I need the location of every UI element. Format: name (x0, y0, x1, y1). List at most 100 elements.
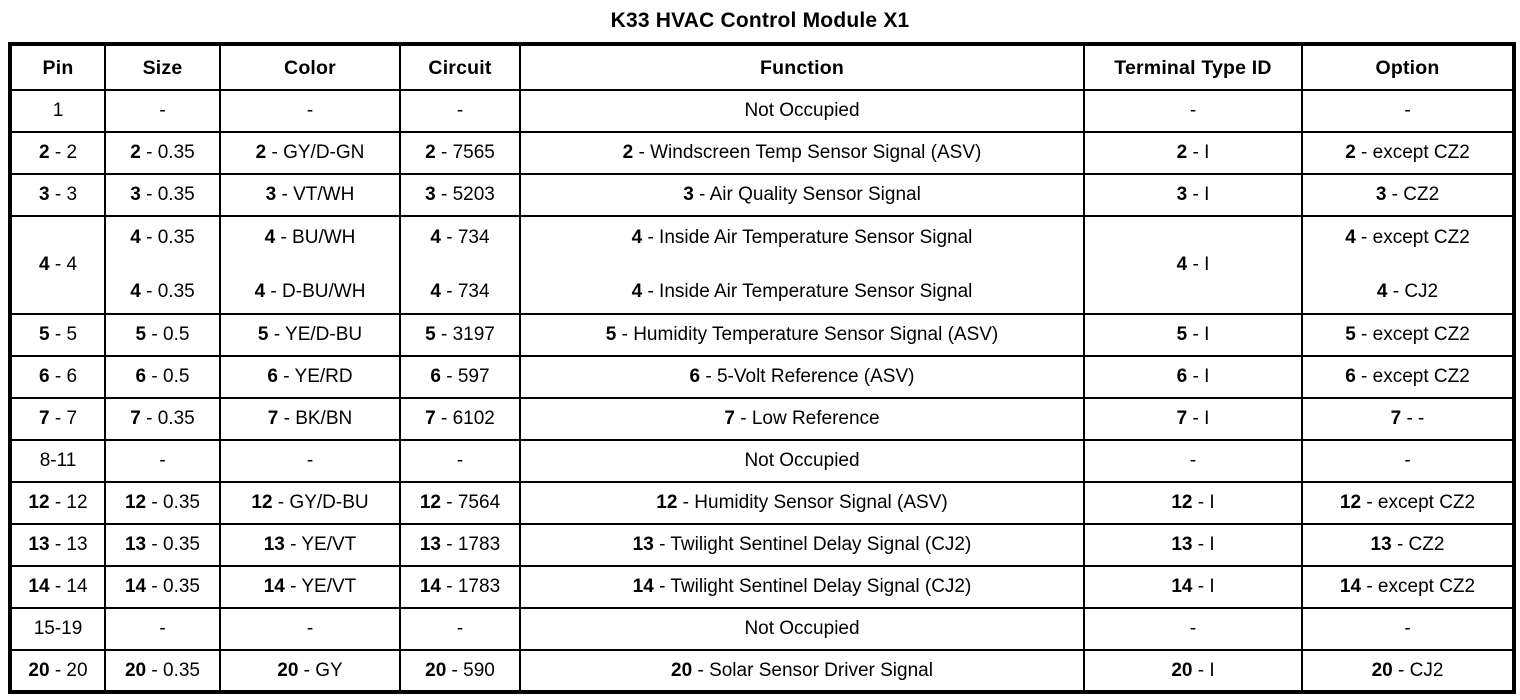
cell-text: 13 - CZ2 (1370, 534, 1445, 555)
cell-text: 20 - 590 (425, 659, 495, 681)
cell-text: 4 - 4 (38, 254, 78, 275)
cell-terminal-type-id: 20 - I (1083, 649, 1303, 693)
cell-text: 12 - 0.35 (124, 492, 200, 513)
cell-text: - (1189, 100, 1197, 121)
cell-text: 7 - Low Reference (724, 408, 880, 429)
cell-size: 3 - 0.35 (104, 173, 221, 217)
table-row: 1 - - - Not Occupied - - (9, 89, 1515, 133)
cell-double-lines: 4 - except CZ2 4 - CJ2 (1304, 218, 1512, 312)
cell-double-lines: 4 - Inside Air Temperature Sensor Signal… (522, 218, 1082, 312)
cell-text: 6 - except CZ2 (1345, 366, 1470, 387)
page-title: K33 HVAC Control Module X1 (610, 9, 910, 32)
cell-text: 5 - YE/D-BU (257, 324, 363, 345)
cell-terminal-type-id: - (1083, 89, 1303, 133)
cell-text: 12 - I (1171, 492, 1215, 513)
cell-option: 4 - except CZ2 4 - CJ2 (1301, 215, 1515, 315)
cell-text: 20 - 20 (28, 659, 88, 681)
cell-function: Not Occupied (519, 439, 1085, 483)
cell-text: 2 - GY/D-GN (255, 142, 365, 163)
cell-text: 14 - YE/VT (263, 576, 357, 597)
cell-color: 2 - GY/D-GN (219, 131, 401, 175)
cell-line-bottom: 4 - D-BU/WH (254, 281, 366, 302)
cell-text: Not Occupied (744, 450, 860, 471)
cell-function: 7 - Low Reference (519, 397, 1085, 441)
cell-text: - (456, 450, 464, 471)
cell-circuit: - (399, 439, 521, 483)
cell-pin: 6 - 6 (9, 355, 106, 399)
cell-text: 6 - 597 (430, 366, 490, 387)
table-row: 8-11 - - - Not Occupied - - (9, 439, 1515, 483)
cell-size: 7 - 0.35 (104, 397, 221, 441)
cell-text: 12 - except CZ2 (1339, 492, 1476, 513)
cell-circuit: 7 - 6102 (399, 397, 521, 441)
cell-function: 12 - Humidity Sensor Signal (ASV) (519, 481, 1085, 525)
cell-color: 20 - GY (219, 649, 401, 693)
header-row: Pin Size Color Circuit Function Terminal Type… (9, 43, 1515, 91)
cell-color: 7 - BK/BN (219, 397, 401, 441)
cell-function: 14 - Twilight Sentinel Delay Signal (CJ2… (519, 565, 1085, 609)
cell-pin: 15-19 (9, 607, 106, 651)
cell-text: 4 - I (1176, 254, 1210, 275)
table-header: Pin Size Color Circuit Function Terminal Type… (9, 43, 1515, 91)
cell-text: - (456, 618, 464, 639)
cell-text: 3 - CZ2 (1375, 184, 1440, 205)
cell-text: 2 - except CZ2 (1345, 142, 1470, 163)
cell-text: - (456, 100, 464, 121)
cell-color: - (219, 439, 401, 483)
cell-text: 7 - 7 (38, 408, 78, 429)
cell-pin: 20 - 20 (9, 649, 106, 693)
cell-line-bottom: 4 - 0.35 (130, 281, 195, 302)
cell-text: 13 - 0.35 (124, 534, 200, 555)
cell-pin: 7 - 7 (9, 397, 106, 441)
cell-pin: 12 - 12 (9, 481, 106, 525)
cell-terminal-type-id: 14 - I (1083, 565, 1303, 609)
table-row: 5 - 5 5 - 0.5 5 - YE/D-BU 5 - 3197 5 - Humid… (9, 313, 1515, 357)
cell-circuit: 2 - 7565 (399, 131, 521, 175)
cell-text: 5 - Humidity Temperature Sensor Signal (… (605, 324, 999, 345)
column-header-function: Function (519, 43, 1085, 91)
cell-size: 20 - 0.35 (104, 649, 221, 693)
cell-function: 20 - Solar Sensor Driver Signal (519, 649, 1085, 693)
table-row: 13 - 13 13 - 0.35 13 - YE/VT 13 - 1783 13 - … (9, 523, 1515, 567)
cell-text: 3 - 3 (38, 184, 78, 205)
cell-text: 8-11 (39, 450, 77, 471)
cell-text: - (1189, 618, 1197, 639)
cell-line-top: 4 - BU/WH (264, 227, 356, 248)
column-header-size: Size (104, 43, 221, 91)
column-header-circuit: Circuit (399, 43, 521, 91)
cell-color: - (219, 89, 401, 133)
cell-terminal-type-id: - (1083, 439, 1303, 483)
cell-text: 20 - GY (277, 659, 343, 681)
cell-text: - (306, 450, 314, 471)
cell-text: 14 - 14 (28, 576, 88, 597)
cell-text: 3 - VT/WH (265, 184, 355, 205)
cell-option: 12 - except CZ2 (1301, 481, 1515, 525)
cell-terminal-type-id: 6 - I (1083, 355, 1303, 399)
cell-text: - (1404, 450, 1411, 471)
cell-text: 20 - Solar Sensor Driver Signal (671, 659, 933, 681)
table-row: 20 - 20 20 - 0.35 20 - GY 20 - 590 20 - Sola… (9, 649, 1515, 693)
cell-circuit: 4 - 734 4 - 734 (399, 215, 521, 315)
cell-text: 5 - 0.5 (135, 324, 190, 345)
cell-terminal-type-id: 3 - I (1083, 173, 1303, 217)
cell-text: 6 - YE/RD (267, 366, 353, 387)
cell-text: 2 - 0.35 (130, 142, 195, 163)
cell-color: 14 - YE/VT (219, 565, 401, 609)
cell-text: 7 - I (1176, 408, 1210, 429)
cell-text: 7 - 6102 (425, 408, 495, 429)
cell-text: 12 - Humidity Sensor Signal (ASV) (656, 492, 948, 513)
table-row: 3 - 3 3 - 0.35 3 - VT/WH 3 - 5203 3 - Air Qu… (9, 173, 1515, 217)
cell-text: 6 - 6 (38, 366, 78, 387)
cell-color: 12 - GY/D-BU (219, 481, 401, 525)
cell-terminal-type-id: 5 - I (1083, 313, 1303, 357)
cell-text: 15-19 (33, 618, 83, 639)
cell-text: 13 - YE/VT (263, 534, 357, 555)
cell-function: 6 - 5-Volt Reference (ASV) (519, 355, 1085, 399)
table-row: 4 - 4 4 - 0.35 4 - 0.35 4 - BU/WH 4 - D-BU/W… (9, 215, 1515, 315)
cell-size: 13 - 0.35 (104, 523, 221, 567)
table-row: 2 - 2 2 - 0.35 2 - GY/D-GN 2 - 7565 2 - Wind… (9, 131, 1515, 175)
cell-option: 13 - CZ2 (1301, 523, 1515, 567)
cell-option: - (1301, 607, 1515, 651)
cell-terminal-type-id: 4 - I (1083, 215, 1303, 315)
